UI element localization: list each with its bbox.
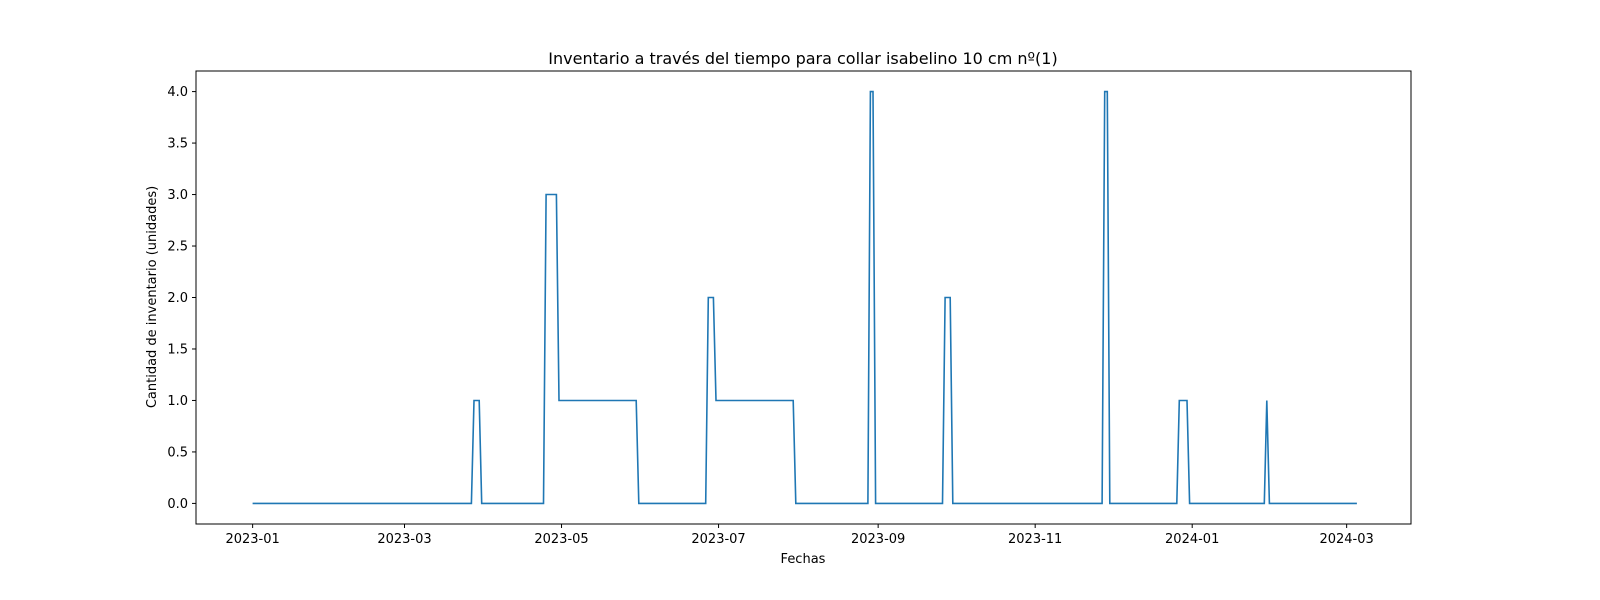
y-axis: 0.0 0.5 1.0 1.5 2.0 2.5 3.0 3.5 4.0 bbox=[167, 85, 196, 512]
y-tick-label: 2.5 bbox=[167, 240, 188, 255]
y-tick-label: 3.5 bbox=[167, 137, 188, 152]
y-tick-label: 2.0 bbox=[167, 291, 188, 306]
x-tick-label: 2023-09 bbox=[851, 532, 905, 547]
y-tick-label: 1.5 bbox=[167, 342, 188, 357]
y-axis-label: Cantidad de inventario (unidades) bbox=[145, 186, 160, 408]
x-tick-label: 2024-01 bbox=[1165, 532, 1219, 547]
y-tick-label: 1.0 bbox=[167, 394, 188, 409]
x-tick-label: 2024-03 bbox=[1319, 532, 1373, 547]
x-axis-label: Fechas bbox=[781, 552, 826, 567]
y-tick-label: 4.0 bbox=[167, 85, 188, 100]
x-tick-label: 2023-05 bbox=[534, 532, 588, 547]
x-tick-label: 2023-01 bbox=[225, 532, 279, 547]
y-tick-label: 3.0 bbox=[167, 188, 188, 203]
x-tick-label: 2023-07 bbox=[691, 532, 745, 547]
x-axis: 2023-01 2023-03 2023-05 2023-07 2023-09 2023-… bbox=[225, 524, 1374, 547]
y-tick-label: 0.0 bbox=[167, 497, 188, 512]
y-tick-label: 0.5 bbox=[167, 445, 188, 460]
plot-frame bbox=[195, 70, 1412, 525]
x-tick-label: 2023-11 bbox=[1008, 532, 1062, 547]
x-tick-label: 2023-03 bbox=[377, 532, 431, 547]
chart-title: Inventario a través del tiempo para coll… bbox=[548, 49, 1057, 68]
series-line-inventory bbox=[252, 90, 1357, 505]
